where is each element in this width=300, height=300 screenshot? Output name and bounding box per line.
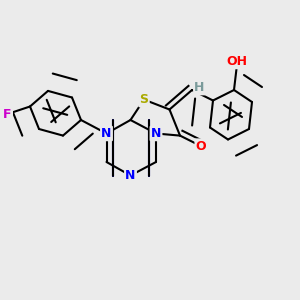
Text: F: F [3, 107, 12, 121]
Text: O: O [196, 140, 206, 153]
Text: N: N [125, 169, 136, 182]
Text: S: S [140, 93, 148, 106]
Text: OH: OH [226, 55, 248, 68]
Text: N: N [151, 127, 161, 140]
Text: H: H [194, 81, 205, 94]
Text: N: N [101, 127, 112, 140]
